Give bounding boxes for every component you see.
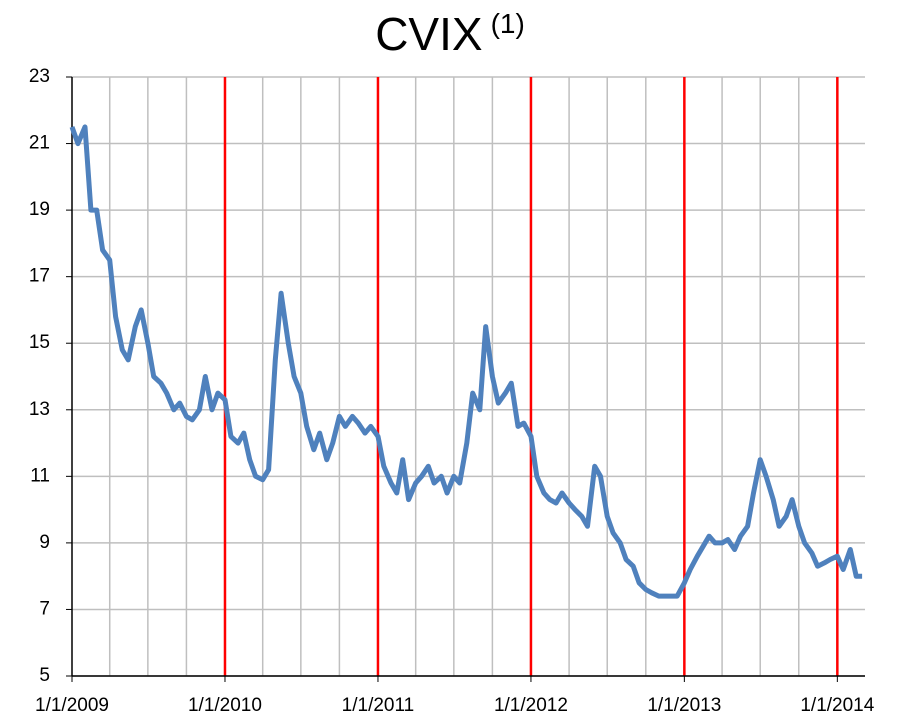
data-line: [69, 124, 863, 599]
y-tick-label: 11: [30, 465, 50, 486]
y-tick-label: 9: [39, 532, 50, 553]
y-tick-label: 19: [29, 199, 50, 220]
title-superscript: (1): [491, 8, 525, 39]
y-tick-label: 21: [29, 133, 50, 154]
y-tick-label: 17: [29, 266, 50, 287]
x-tick-label: 1/1/2012: [494, 695, 568, 716]
x-tick-label: 1/1/2014: [800, 695, 874, 716]
x-tick-label: 1/1/2013: [647, 695, 721, 716]
chart-title: CVIX (1): [375, 8, 525, 60]
x-tick-label: 1/1/2009: [35, 695, 109, 716]
y-tick-label: 5: [39, 665, 50, 686]
x-tick-label: 1/1/2010: [188, 695, 262, 716]
x-tick-label: 1/1/2011: [342, 695, 415, 716]
y-tick-label: 23: [29, 66, 50, 87]
y-tick-label: 15: [29, 332, 50, 353]
y-tick-label: 7: [39, 598, 50, 619]
y-tick-label: 13: [29, 399, 50, 420]
title-main: CVIX: [375, 8, 482, 60]
